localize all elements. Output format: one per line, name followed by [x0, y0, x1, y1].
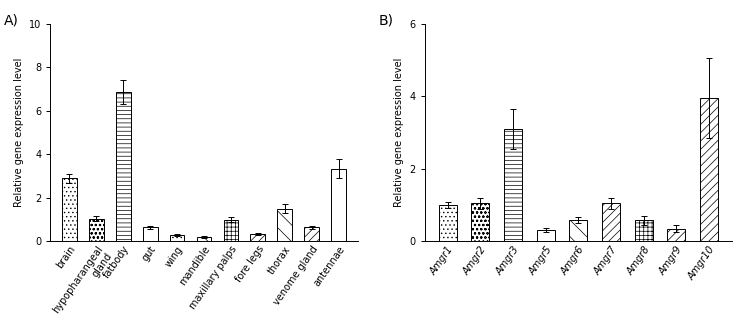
Bar — [602, 203, 620, 241]
Bar — [116, 93, 131, 241]
Bar — [536, 230, 554, 241]
Bar — [569, 220, 587, 241]
Bar — [224, 220, 239, 241]
Bar — [277, 209, 292, 241]
Bar — [88, 218, 103, 241]
Bar — [471, 203, 489, 241]
Bar — [143, 227, 158, 241]
Text: B): B) — [379, 13, 394, 27]
Text: A): A) — [4, 13, 19, 27]
Bar — [305, 227, 319, 241]
Bar — [250, 234, 265, 241]
Bar — [700, 98, 718, 241]
Bar — [197, 237, 212, 241]
Bar — [438, 205, 456, 241]
Bar — [504, 129, 522, 241]
Y-axis label: Relative gene expression level: Relative gene expression level — [13, 58, 24, 207]
Bar — [635, 220, 652, 241]
Bar — [62, 178, 77, 241]
Bar — [667, 229, 685, 241]
Bar — [331, 168, 346, 241]
Bar — [169, 235, 184, 241]
Y-axis label: Relative gene expression level: Relative gene expression level — [394, 58, 403, 207]
